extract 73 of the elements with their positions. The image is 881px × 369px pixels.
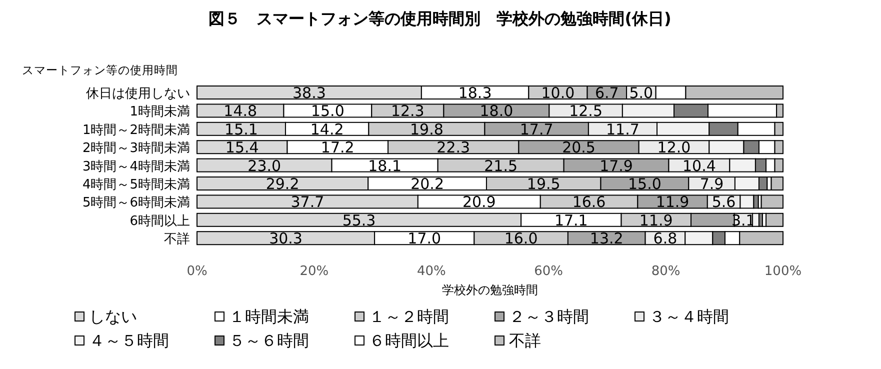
y-tick-label: 4時間～5時間未満	[82, 178, 190, 192]
chart-title: 図５ スマートフォン等の使用時間別 学校外の勉強時間(休日)	[208, 9, 672, 28]
x-tick-label: 0%	[186, 264, 208, 279]
data-label: 11.9	[656, 193, 690, 212]
legend-label: ２～３時間	[509, 307, 589, 326]
data-label: 10.4	[682, 156, 716, 175]
data-label: 10.0	[541, 84, 575, 102]
x-tick-label: 40%	[416, 264, 446, 279]
data-label: 15.0	[310, 102, 344, 120]
x-tick-label: 100%	[764, 264, 802, 279]
data-label: 11.9	[639, 211, 673, 230]
data-label: 5.0	[629, 84, 654, 102]
y-tick-label: 不詳	[164, 232, 190, 248]
data-label: 17.2	[320, 138, 354, 157]
data-label: 5.6	[712, 193, 736, 212]
data-label: 18.0	[480, 102, 514, 120]
y-tick-label: 休日は使用しない	[86, 86, 190, 102]
data-label: 14.8	[224, 102, 258, 120]
legend-label: １時間未満	[229, 307, 309, 326]
data-label: 17.0	[408, 230, 442, 248]
bar	[770, 176, 784, 190]
y-axis-title: スマートフォン等の使用時間	[22, 63, 178, 77]
data-label: 12.3	[390, 102, 424, 120]
data-label: 29.2	[266, 175, 300, 193]
data-label: 12.0	[657, 138, 691, 157]
data-label: 23.0	[248, 156, 282, 175]
data-label: 19.8	[410, 120, 444, 138]
data-label: 11.7	[606, 120, 640, 138]
x-tick-label: 60%	[534, 264, 564, 279]
data-label: 55.3	[342, 211, 376, 230]
data-label: 12.5	[569, 102, 603, 120]
data-label: 17.1	[554, 211, 588, 230]
data-label: 7.9	[700, 175, 724, 193]
y-tick-label: 5時間～6時間未満	[82, 196, 190, 211]
legend-label: ６時間以上	[369, 331, 449, 350]
legend-label: ４～５時間	[89, 331, 169, 350]
data-label: 20.9	[462, 193, 496, 212]
x-axis-title: 学校外の勉強時間	[442, 283, 538, 297]
bar	[760, 194, 784, 209]
bar	[766, 212, 784, 227]
data-label: 6.7	[594, 84, 619, 102]
y-tick-label: 1時間～2時間未満	[82, 122, 190, 138]
data-label: 14.2	[310, 120, 344, 138]
y-tick-label: 1時間未満	[130, 104, 190, 120]
legend-label: １～２時間	[369, 307, 449, 326]
data-label: 19.5	[526, 175, 560, 193]
y-tick-label: 2時間～3時間未満	[82, 141, 190, 156]
data-label: 20.2	[410, 175, 444, 193]
data-label: 22.3	[436, 138, 470, 157]
data-label: 17.7	[520, 120, 554, 138]
data-label: 18.3	[458, 84, 492, 102]
data-label: 20.5	[562, 138, 596, 157]
legend-label: ３～４時間	[649, 307, 729, 326]
data-label: 16.0	[504, 230, 538, 248]
data-label: 15.4	[225, 138, 259, 157]
data-label: 15.1	[224, 120, 258, 138]
data-label: 21.5	[484, 156, 518, 175]
data-label: 15.0	[628, 175, 662, 193]
data-label: 16.6	[572, 193, 606, 212]
data-label: 30.3	[269, 230, 302, 248]
x-tick-label: 80%	[651, 264, 680, 279]
data-label: 13.2	[590, 230, 624, 248]
legend-label: しない	[89, 307, 137, 326]
data-label: 17.9	[600, 156, 633, 175]
data-label: 38.3	[292, 84, 326, 102]
legend-label: 不詳	[509, 331, 541, 350]
data-label: 18.1	[368, 156, 402, 175]
y-tick-label: 3時間～4時間未満	[82, 159, 190, 174]
x-tick-label: 20%	[300, 264, 329, 279]
y-tick-label: 6時間以上	[130, 214, 190, 229]
legend-label: ５～６時間	[229, 331, 309, 350]
data-label: 6.8	[653, 230, 678, 248]
data-label: 37.7	[290, 193, 324, 212]
